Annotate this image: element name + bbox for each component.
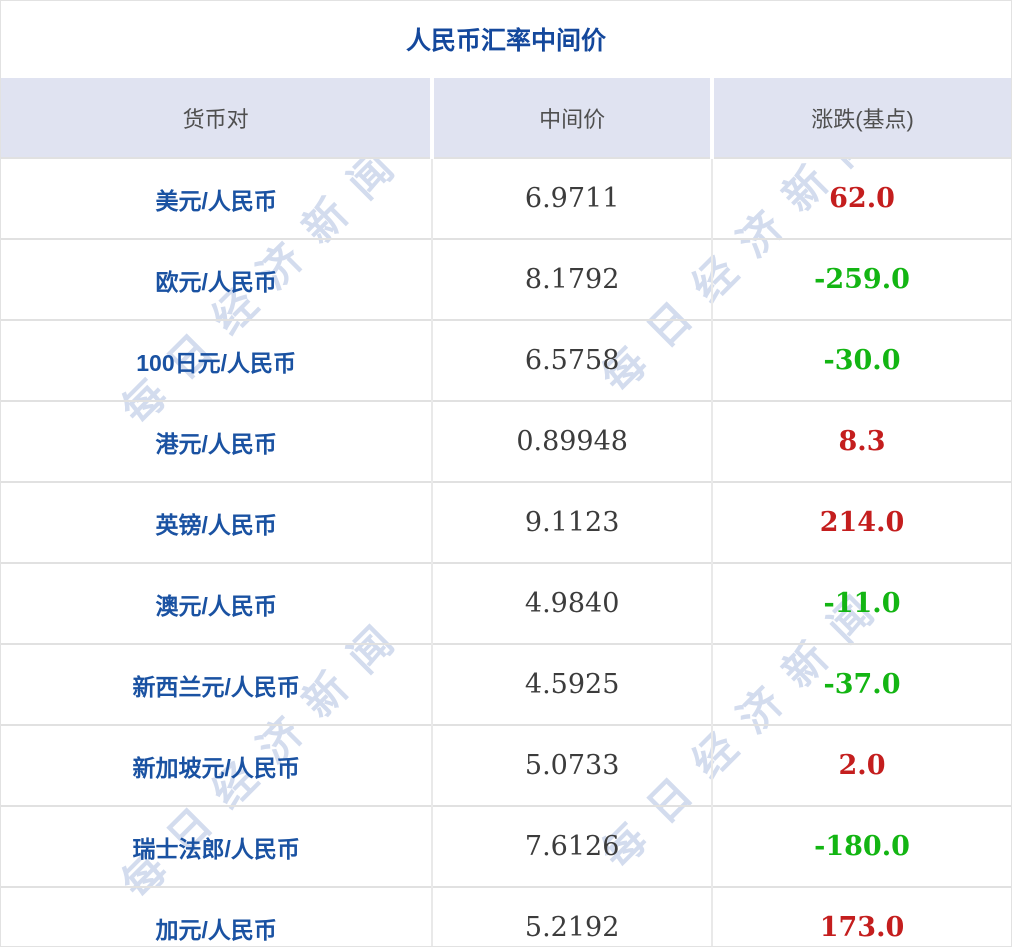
table-row: 瑞士法郎/人民币 7.6126 -180.0 <box>1 805 1011 887</box>
table-row: 澳元/人民币 4.9840 -11.0 <box>1 562 1011 644</box>
column-header-change: 涨跌(基点) <box>710 78 1011 158</box>
mid-price: 4.9840 <box>431 562 713 644</box>
currency-pair: 瑞士法郎/人民币 <box>1 805 433 887</box>
mid-price: 9.1123 <box>431 481 713 563</box>
mid-price: 5.2192 <box>431 886 713 946</box>
change-value: 62.0 <box>711 157 1011 239</box>
mid-price: 6.9711 <box>431 157 713 239</box>
table-row: 100日元/人民币 6.5758 -30.0 <box>1 319 1011 401</box>
currency-pair: 新西兰元/人民币 <box>1 643 433 725</box>
mid-price: 8.1792 <box>431 238 713 320</box>
table-row: 新加坡元/人民币 5.0733 2.0 <box>1 724 1011 806</box>
column-header-currency-pair: 货币对 <box>1 78 433 158</box>
currency-pair: 新加坡元/人民币 <box>1 724 433 806</box>
change-value: -37.0 <box>711 643 1011 725</box>
table-row: 港元/人民币 0.89948 8.3 <box>1 400 1011 482</box>
currency-pair: 英镑/人民币 <box>1 481 433 563</box>
change-value: 8.3 <box>711 400 1011 482</box>
table-row: 英镑/人民币 9.1123 214.0 <box>1 481 1011 563</box>
table-row: 欧元/人民币 8.1792 -259.0 <box>1 238 1011 320</box>
rates-table-header: 货币对 中间价 涨跌(基点) <box>1 78 1011 158</box>
mid-price: 7.6126 <box>431 805 713 887</box>
header-row: 货币对 中间价 涨跌(基点) <box>1 78 1011 158</box>
change-value: 173.0 <box>711 886 1011 946</box>
mid-price: 5.0733 <box>431 724 713 806</box>
page-title: 人民币汇率中间价 <box>405 27 606 55</box>
table-row: 加元/人民币 5.2192 173.0 <box>1 886 1011 946</box>
change-value: -11.0 <box>711 562 1011 644</box>
change-value: -180.0 <box>711 805 1011 887</box>
mid-price: 0.89948 <box>431 400 713 482</box>
currency-pair: 100日元/人民币 <box>1 319 433 401</box>
rates-table-body: 美元/人民币 6.9711 62.0 欧元/人民币 8.1792 -259.0 … <box>1 157 1011 946</box>
change-value: 2.0 <box>711 724 1011 806</box>
change-value: 214.0 <box>711 481 1011 563</box>
column-header-mid-price: 中间价 <box>430 78 713 158</box>
table-row: 新西兰元/人民币 4.5925 -37.0 <box>1 643 1011 725</box>
currency-pair: 澳元/人民币 <box>1 562 433 644</box>
mid-price: 6.5758 <box>431 319 713 401</box>
rates-table: 货币对 中间价 涨跌(基点) 美元/人民币 6.9711 62.0 欧元/人民币… <box>1 78 1011 946</box>
currency-pair: 美元/人民币 <box>1 157 433 239</box>
change-value: -259.0 <box>711 238 1011 320</box>
mid-price: 4.5925 <box>431 643 713 725</box>
currency-pair: 港元/人民币 <box>1 400 433 482</box>
table-row: 美元/人民币 6.9711 62.0 <box>1 157 1011 239</box>
currency-pair: 欧元/人民币 <box>1 238 433 320</box>
change-value: -30.0 <box>711 319 1011 401</box>
currency-pair: 加元/人民币 <box>1 886 433 946</box>
